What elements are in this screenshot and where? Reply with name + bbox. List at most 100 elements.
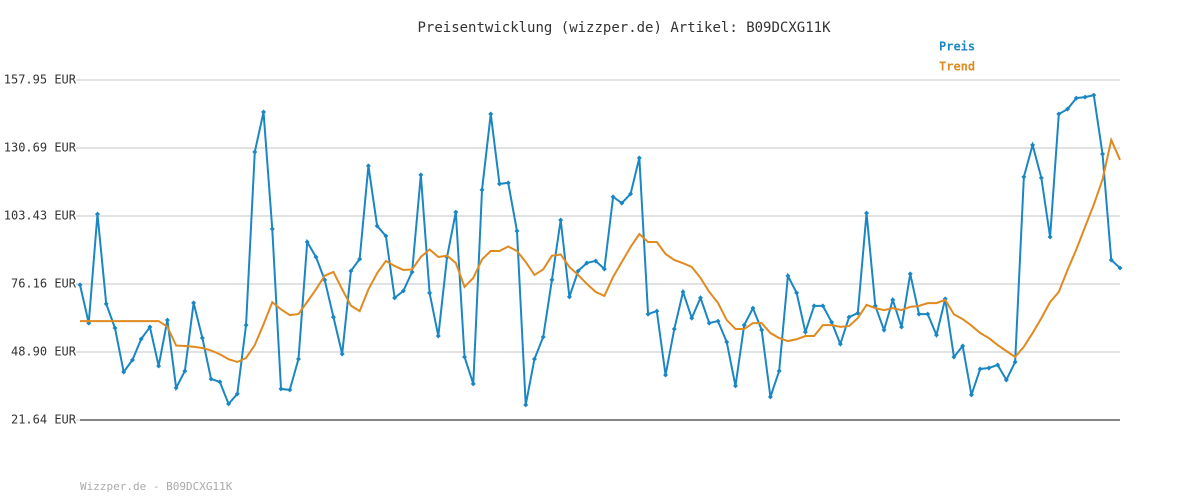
point [103, 301, 109, 307]
point [960, 343, 966, 349]
point [575, 268, 581, 274]
legend-entry: Preis [939, 40, 975, 54]
point [156, 363, 162, 369]
point [794, 290, 800, 296]
point [173, 385, 179, 391]
point [1091, 92, 1097, 98]
point [409, 269, 415, 275]
point [252, 149, 258, 155]
point [741, 322, 747, 328]
point [453, 209, 459, 215]
point [951, 354, 957, 360]
point [601, 266, 607, 272]
point [392, 295, 398, 301]
point [121, 369, 127, 375]
point [295, 356, 301, 362]
y-tick-label: 48.90 EUR [11, 345, 77, 359]
point [890, 297, 896, 303]
point [357, 256, 363, 262]
point [1108, 257, 1114, 263]
point [77, 282, 83, 288]
y-tick-label: 130.69 EUR [4, 140, 77, 154]
point [671, 326, 677, 332]
point [234, 391, 240, 397]
point [619, 200, 625, 206]
point [94, 211, 100, 217]
point [400, 288, 406, 294]
point [479, 187, 485, 193]
point [304, 239, 310, 245]
chart-title: Preisentwicklung (wizzper.de) Artikel: B… [417, 20, 831, 36]
point [261, 109, 267, 115]
point [1073, 95, 1079, 101]
point [750, 305, 756, 311]
y-tick-label: 76.16 EUR [11, 277, 77, 291]
point [287, 387, 293, 393]
point [418, 172, 424, 178]
point [243, 322, 249, 328]
point [977, 366, 983, 372]
point [374, 223, 380, 229]
point [1100, 151, 1106, 157]
point [129, 357, 135, 363]
point [610, 194, 616, 200]
point [226, 401, 232, 407]
point [899, 324, 905, 330]
point [339, 351, 345, 357]
point [785, 273, 791, 279]
point [383, 233, 389, 239]
point [278, 386, 284, 392]
point [907, 271, 913, 277]
point [1082, 94, 1088, 100]
point [925, 311, 931, 317]
point [628, 191, 634, 197]
point [776, 368, 782, 374]
point [330, 314, 336, 320]
point [759, 327, 765, 333]
point [837, 341, 843, 347]
point [1038, 175, 1044, 181]
point [164, 317, 170, 323]
y-tick-label: 157.95 EUR [4, 73, 77, 87]
series-line [79, 93, 1121, 406]
y-tick-label: 103.43 EUR [4, 208, 77, 222]
point [698, 295, 704, 301]
point [584, 260, 590, 266]
point [995, 362, 1001, 368]
point [182, 368, 188, 374]
point [1117, 265, 1123, 271]
point [864, 210, 870, 216]
point [986, 365, 992, 371]
point [549, 277, 555, 283]
point [191, 300, 197, 306]
point [829, 319, 835, 325]
point [933, 332, 939, 338]
point [505, 180, 511, 186]
point [470, 381, 476, 387]
point [488, 111, 494, 117]
point [112, 325, 118, 331]
point [540, 334, 546, 340]
point [1012, 359, 1018, 365]
point [820, 303, 826, 309]
point [846, 314, 852, 320]
point [1021, 174, 1027, 180]
point [462, 354, 468, 360]
point [811, 303, 817, 309]
point [1003, 377, 1009, 383]
point [313, 254, 319, 260]
point [706, 320, 712, 326]
point [531, 356, 537, 362]
point [514, 228, 520, 234]
point [138, 336, 144, 342]
point [427, 290, 433, 296]
point [365, 163, 371, 169]
point [1047, 234, 1053, 240]
point [593, 258, 599, 264]
point [566, 294, 572, 300]
series-line [80, 136, 1121, 364]
point [496, 181, 502, 187]
point [663, 372, 669, 378]
point [916, 311, 922, 317]
